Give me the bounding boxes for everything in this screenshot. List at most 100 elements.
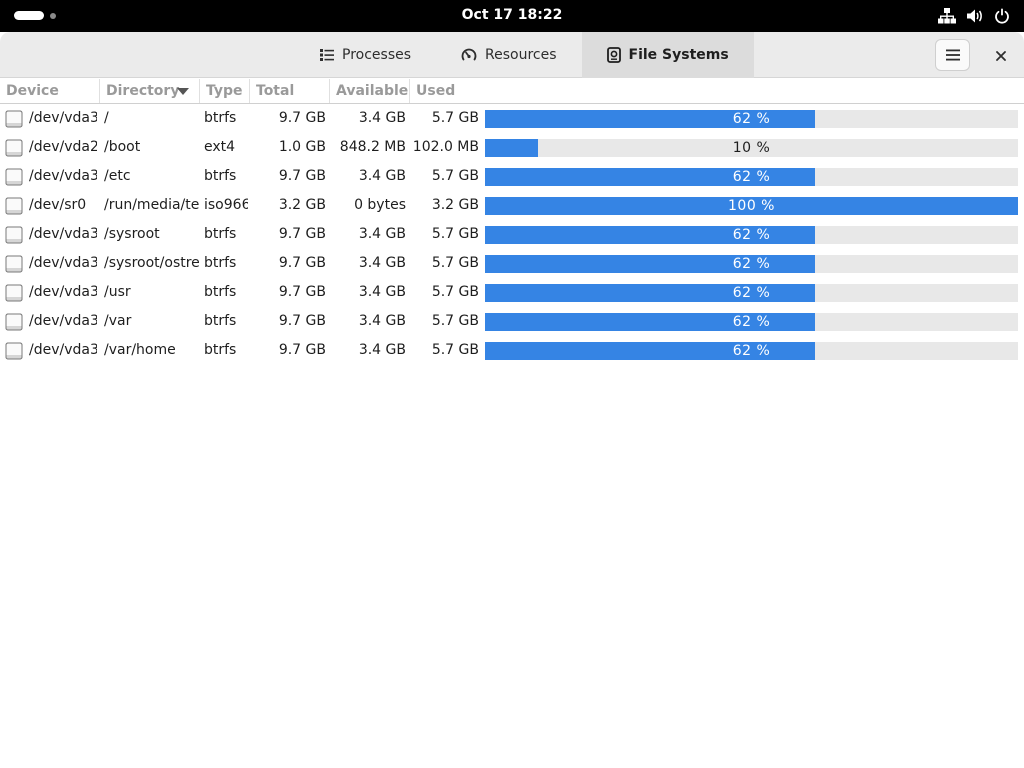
tab-file-systems[interactable]: File Systems xyxy=(581,32,754,78)
network-icon xyxy=(938,8,956,24)
usage-bar: 62 % xyxy=(485,226,1018,244)
drive-icon xyxy=(5,255,23,273)
available-cell: 3.4 GB xyxy=(358,284,406,300)
available-cell: 3.4 GB xyxy=(358,313,406,329)
available-cell: 3.4 GB xyxy=(358,110,406,126)
usage-bar: 62 % xyxy=(485,255,1018,273)
close-window-button[interactable] xyxy=(985,39,1017,71)
type-cell: btrfs xyxy=(204,342,237,358)
device-cell: /dev/vda3 xyxy=(29,226,97,242)
usage-bar-fill xyxy=(485,226,816,244)
used-cell: 5.7 GB xyxy=(431,110,479,126)
drive-icon xyxy=(5,139,23,157)
column-header-directory[interactable]: Directory xyxy=(100,79,200,103)
type-cell: iso966 xyxy=(204,197,248,213)
total-cell: 9.7 GB xyxy=(278,226,326,242)
column-header-device[interactable]: Device xyxy=(0,79,100,103)
table-row[interactable]: /dev/vda3 /sysroot/ostree btrfs 9.7 GB 3… xyxy=(0,249,1024,278)
activities-indicator[interactable] xyxy=(14,11,56,21)
column-header-available[interactable]: Available xyxy=(330,79,410,103)
used-cell: 5.7 GB xyxy=(431,313,479,329)
used-cell: 3.2 GB xyxy=(431,197,479,213)
column-header-used[interactable]: Used xyxy=(416,83,456,99)
type-cell: btrfs xyxy=(204,313,237,329)
tab-processes[interactable]: Processes xyxy=(295,32,436,78)
drive-icon xyxy=(5,226,23,244)
directory-cell: /sysroot xyxy=(104,226,160,242)
total-cell: 9.7 GB xyxy=(278,342,326,358)
drive-icon xyxy=(5,168,23,186)
clock[interactable]: Oct 17 18:22 xyxy=(461,7,563,23)
tab-resources-label: Resources xyxy=(485,47,557,63)
total-cell: 9.7 GB xyxy=(278,110,326,126)
table-row[interactable]: /dev/vda2 /boot ext4 1.0 GB 848.2 MB 102… xyxy=(0,133,1024,162)
table-row[interactable]: /dev/vda3 /var/home btrfs 9.7 GB 3.4 GB … xyxy=(0,336,1024,365)
type-cell: btrfs xyxy=(204,168,237,184)
directory-cell: /etc xyxy=(104,168,131,184)
table-row[interactable]: /dev/sr0 /run/media/tes iso966 3.2 GB 0 … xyxy=(0,191,1024,220)
sort-descending-icon xyxy=(177,88,189,95)
used-cell: 5.7 GB xyxy=(431,284,479,300)
main-menu-button[interactable] xyxy=(935,39,970,71)
usage-bar: 62 % xyxy=(485,110,1018,128)
drive-icon xyxy=(5,284,23,302)
usage-bar: 10 % xyxy=(485,139,1018,157)
usage-bar: 62 % xyxy=(485,342,1018,360)
column-header-type[interactable]: Type xyxy=(200,79,250,103)
directory-cell: /usr xyxy=(104,284,131,300)
view-switcher: Processes Resources File Systems xyxy=(295,32,754,78)
volume-icon xyxy=(966,8,984,24)
directory-cell: / xyxy=(104,110,109,126)
used-cell: 5.7 GB xyxy=(431,255,479,271)
disk-icon xyxy=(606,47,621,63)
usage-percent: 62 % xyxy=(732,227,771,243)
usage-bar: 62 % xyxy=(485,284,1018,302)
usage-bar-fill xyxy=(485,284,816,302)
system-tray[interactable] xyxy=(938,7,1010,25)
usage-bar-fill xyxy=(485,168,816,186)
table-row[interactable]: /dev/vda3 /var btrfs 9.7 GB 3.4 GB 5.7 G… xyxy=(0,307,1024,336)
drive-icon xyxy=(5,110,23,128)
file-systems-table: /dev/vda3 / btrfs 9.7 GB 3.4 GB 5.7 GB 6… xyxy=(0,104,1024,365)
used-cell: 5.7 GB xyxy=(431,342,479,358)
usage-bar-fill xyxy=(485,313,816,331)
directory-cell: /var xyxy=(104,313,132,329)
gauge-icon xyxy=(461,47,477,63)
usage-percent: 62 % xyxy=(732,256,771,272)
device-cell: /dev/vda3 xyxy=(29,168,97,184)
usage-percent: 62 % xyxy=(732,314,771,330)
total-cell: 1.0 GB xyxy=(278,139,326,155)
tab-file-systems-label: File Systems xyxy=(628,47,729,63)
table-row[interactable]: /dev/vda3 / btrfs 9.7 GB 3.4 GB 5.7 GB 6… xyxy=(0,104,1024,133)
available-cell: 3.4 GB xyxy=(358,226,406,242)
workspace-dot xyxy=(50,13,56,19)
table-header: Device Directory Type Total Available Us… xyxy=(0,79,1024,104)
hamburger-icon xyxy=(945,46,960,65)
directory-cell: /sysroot/ostree xyxy=(104,255,199,271)
usage-percent: 62 % xyxy=(732,169,771,185)
usage-percent: 62 % xyxy=(732,343,771,359)
type-cell: btrfs xyxy=(204,226,237,242)
usage-percent: 62 % xyxy=(732,111,771,127)
type-cell: ext4 xyxy=(204,139,236,155)
table-row[interactable]: /dev/vda3 /etc btrfs 9.7 GB 3.4 GB 5.7 G… xyxy=(0,162,1024,191)
directory-cell: /boot xyxy=(104,139,141,155)
usage-bar: 100 % xyxy=(485,197,1018,215)
used-cell: 5.7 GB xyxy=(431,168,479,184)
usage-bar-fill xyxy=(485,197,1018,215)
drive-icon xyxy=(5,313,23,331)
tab-resources[interactable]: Resources xyxy=(436,32,582,78)
list-icon xyxy=(320,48,334,62)
type-cell: btrfs xyxy=(204,255,237,271)
column-header-directory-label: Directory xyxy=(106,83,180,99)
used-cell: 102.0 MB xyxy=(412,139,479,155)
column-header-total[interactable]: Total xyxy=(250,79,330,103)
table-row[interactable]: /dev/vda3 /sysroot btrfs 9.7 GB 3.4 GB 5… xyxy=(0,220,1024,249)
usage-bar-fill xyxy=(485,110,816,128)
total-cell: 9.7 GB xyxy=(278,313,326,329)
available-cell: 3.4 GB xyxy=(358,168,406,184)
table-row[interactable]: /dev/vda3 /usr btrfs 9.7 GB 3.4 GB 5.7 G… xyxy=(0,278,1024,307)
available-cell: 3.4 GB xyxy=(358,255,406,271)
device-cell: /dev/vda3 xyxy=(29,110,97,126)
available-cell: 848.2 MB xyxy=(339,139,406,155)
